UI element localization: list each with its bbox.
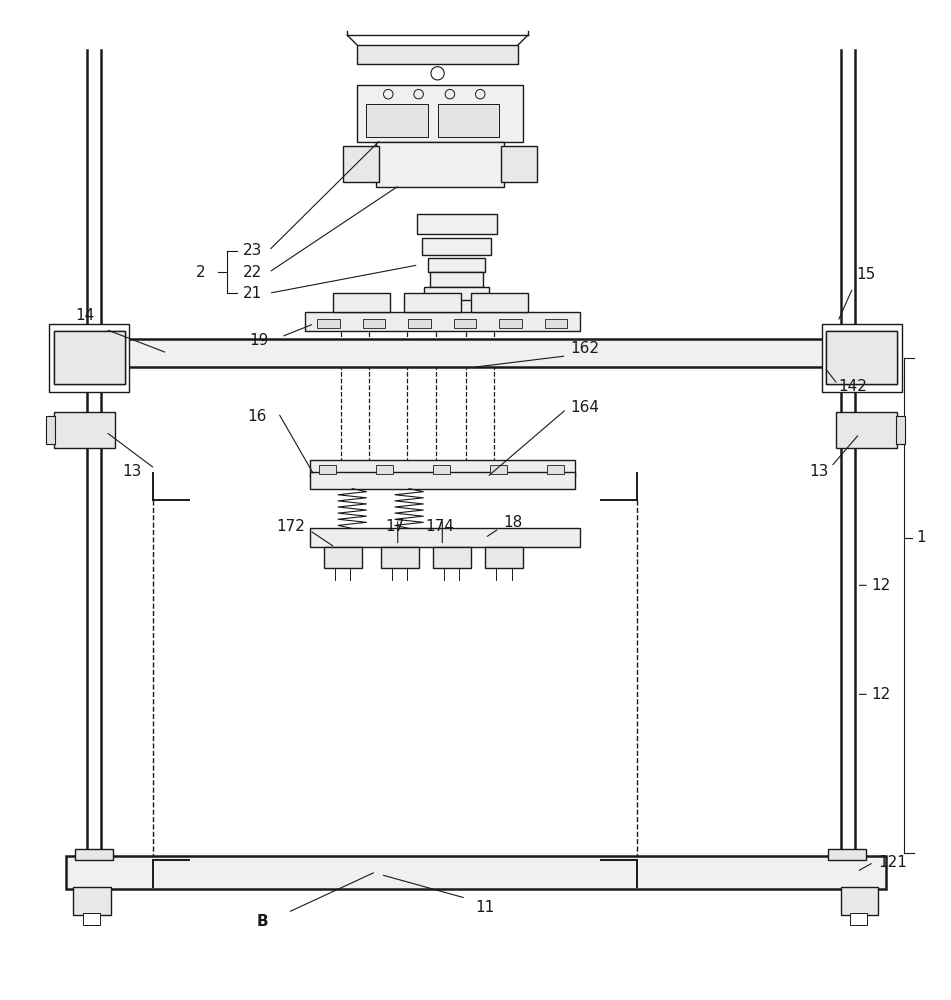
Bar bbox=[822, 324, 902, 392]
Bar bbox=[501, 146, 537, 182]
Bar bbox=[454, 319, 476, 328]
Bar bbox=[53, 331, 125, 384]
Text: 19: 19 bbox=[249, 333, 269, 348]
Bar bbox=[433, 547, 471, 568]
Bar bbox=[310, 472, 575, 489]
Text: 2: 2 bbox=[196, 265, 205, 280]
Text: 172: 172 bbox=[276, 519, 305, 534]
Bar bbox=[49, 324, 129, 392]
Bar bbox=[310, 460, 575, 477]
Bar bbox=[826, 331, 898, 384]
Text: 16: 16 bbox=[247, 409, 267, 424]
Bar bbox=[850, 913, 867, 925]
Bar bbox=[428, 258, 485, 272]
Text: 121: 121 bbox=[879, 855, 907, 870]
Bar bbox=[433, 465, 450, 474]
Bar bbox=[317, 319, 340, 328]
Bar bbox=[366, 104, 428, 137]
Bar bbox=[422, 238, 491, 255]
Bar bbox=[836, 412, 898, 448]
Bar bbox=[896, 416, 905, 444]
Text: 21: 21 bbox=[243, 286, 262, 301]
Bar bbox=[357, 85, 523, 142]
Bar bbox=[75, 849, 113, 860]
Bar bbox=[323, 547, 361, 568]
Bar bbox=[841, 887, 879, 915]
Bar bbox=[828, 849, 866, 860]
Text: 22: 22 bbox=[243, 265, 262, 280]
Bar bbox=[53, 339, 898, 367]
Bar bbox=[490, 465, 507, 474]
Bar bbox=[499, 319, 522, 328]
Bar bbox=[380, 547, 418, 568]
Text: 142: 142 bbox=[839, 379, 867, 394]
Bar bbox=[305, 312, 580, 331]
Bar bbox=[471, 293, 528, 312]
Bar bbox=[66, 856, 886, 889]
Bar bbox=[53, 331, 125, 384]
Bar bbox=[53, 412, 115, 448]
Bar bbox=[430, 272, 483, 287]
Bar bbox=[357, 45, 518, 64]
Text: 18: 18 bbox=[504, 515, 523, 530]
Bar bbox=[437, 104, 499, 137]
Bar bbox=[310, 528, 580, 547]
Bar bbox=[424, 287, 489, 301]
Text: 1: 1 bbox=[917, 530, 926, 545]
Bar bbox=[417, 214, 497, 234]
Text: 13: 13 bbox=[809, 464, 828, 479]
Text: 15: 15 bbox=[857, 267, 876, 282]
Text: 174: 174 bbox=[425, 519, 454, 534]
Bar bbox=[376, 465, 393, 474]
Text: 14: 14 bbox=[75, 308, 94, 323]
Bar bbox=[73, 887, 111, 915]
Text: B: B bbox=[257, 914, 268, 929]
Bar bbox=[418, 300, 495, 314]
Text: 17: 17 bbox=[385, 519, 404, 534]
Text: 23: 23 bbox=[243, 243, 262, 258]
Bar bbox=[333, 293, 390, 312]
Bar bbox=[83, 913, 100, 925]
Bar bbox=[342, 146, 378, 182]
Bar bbox=[319, 465, 336, 474]
Bar bbox=[547, 465, 564, 474]
Bar bbox=[545, 319, 568, 328]
Text: 12: 12 bbox=[872, 578, 891, 593]
Text: 11: 11 bbox=[476, 900, 495, 915]
Text: 13: 13 bbox=[123, 464, 142, 479]
Bar bbox=[46, 416, 55, 444]
Bar bbox=[485, 547, 523, 568]
Text: 12: 12 bbox=[872, 687, 891, 702]
Text: 164: 164 bbox=[570, 400, 599, 415]
Bar bbox=[376, 142, 504, 187]
Bar bbox=[362, 319, 385, 328]
Bar bbox=[404, 293, 461, 312]
Bar bbox=[826, 331, 898, 384]
Text: 162: 162 bbox=[570, 341, 599, 356]
Bar bbox=[408, 319, 431, 328]
